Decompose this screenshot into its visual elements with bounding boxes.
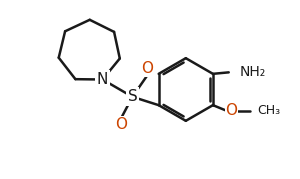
Text: O: O	[141, 61, 153, 76]
Text: S: S	[128, 89, 137, 104]
Text: N: N	[97, 72, 108, 87]
Text: CH₃: CH₃	[257, 104, 280, 117]
Text: O: O	[115, 117, 127, 132]
Text: O: O	[225, 103, 237, 118]
Text: NH₂: NH₂	[239, 65, 266, 79]
